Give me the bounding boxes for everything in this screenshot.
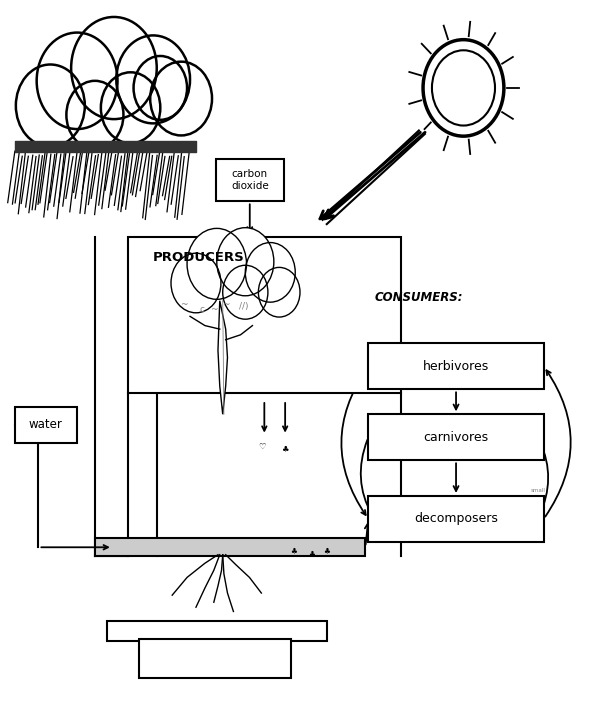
Circle shape — [259, 267, 300, 317]
Circle shape — [217, 227, 274, 296]
FancyBboxPatch shape — [215, 159, 284, 202]
Text: ~: ~ — [210, 305, 218, 314]
FancyBboxPatch shape — [95, 538, 365, 556]
Circle shape — [171, 253, 221, 312]
FancyBboxPatch shape — [107, 621, 327, 641]
Circle shape — [245, 242, 295, 302]
Text: ~: ~ — [222, 300, 229, 309]
Circle shape — [423, 39, 504, 136]
Text: carbon
dioxide: carbon dioxide — [231, 169, 269, 191]
Circle shape — [223, 265, 268, 319]
FancyBboxPatch shape — [128, 237, 401, 393]
Text: c: c — [199, 305, 205, 315]
Text: water: water — [29, 418, 63, 431]
Text: ♣: ♣ — [290, 546, 298, 555]
FancyBboxPatch shape — [368, 495, 544, 542]
Circle shape — [134, 56, 187, 120]
FancyBboxPatch shape — [139, 639, 291, 678]
Text: carnivores: carnivores — [424, 431, 488, 444]
Circle shape — [150, 61, 212, 135]
FancyBboxPatch shape — [14, 407, 77, 443]
FancyBboxPatch shape — [368, 414, 544, 460]
Text: $\clubsuit$: $\clubsuit$ — [281, 444, 289, 455]
Circle shape — [432, 50, 495, 126]
FancyBboxPatch shape — [368, 343, 544, 390]
Circle shape — [116, 36, 190, 124]
Circle shape — [16, 64, 85, 147]
Circle shape — [101, 72, 160, 143]
Text: ♣: ♣ — [308, 549, 316, 558]
Circle shape — [67, 81, 124, 149]
Text: //): //) — [239, 302, 248, 311]
Text: CONSUMERS:: CONSUMERS: — [374, 291, 463, 305]
Text: ~: ~ — [181, 300, 188, 309]
Text: decomposers: decomposers — [414, 513, 498, 526]
Text: ♣: ♣ — [323, 546, 330, 555]
Circle shape — [37, 33, 118, 129]
Text: small: small — [530, 488, 545, 493]
Circle shape — [71, 17, 157, 119]
Polygon shape — [218, 301, 227, 414]
Text: $\heartsuit$: $\heartsuit$ — [258, 441, 267, 450]
Text: herbivores: herbivores — [423, 360, 489, 373]
Circle shape — [187, 228, 247, 300]
Text: PRODUCERS: PRODUCERS — [153, 251, 245, 264]
